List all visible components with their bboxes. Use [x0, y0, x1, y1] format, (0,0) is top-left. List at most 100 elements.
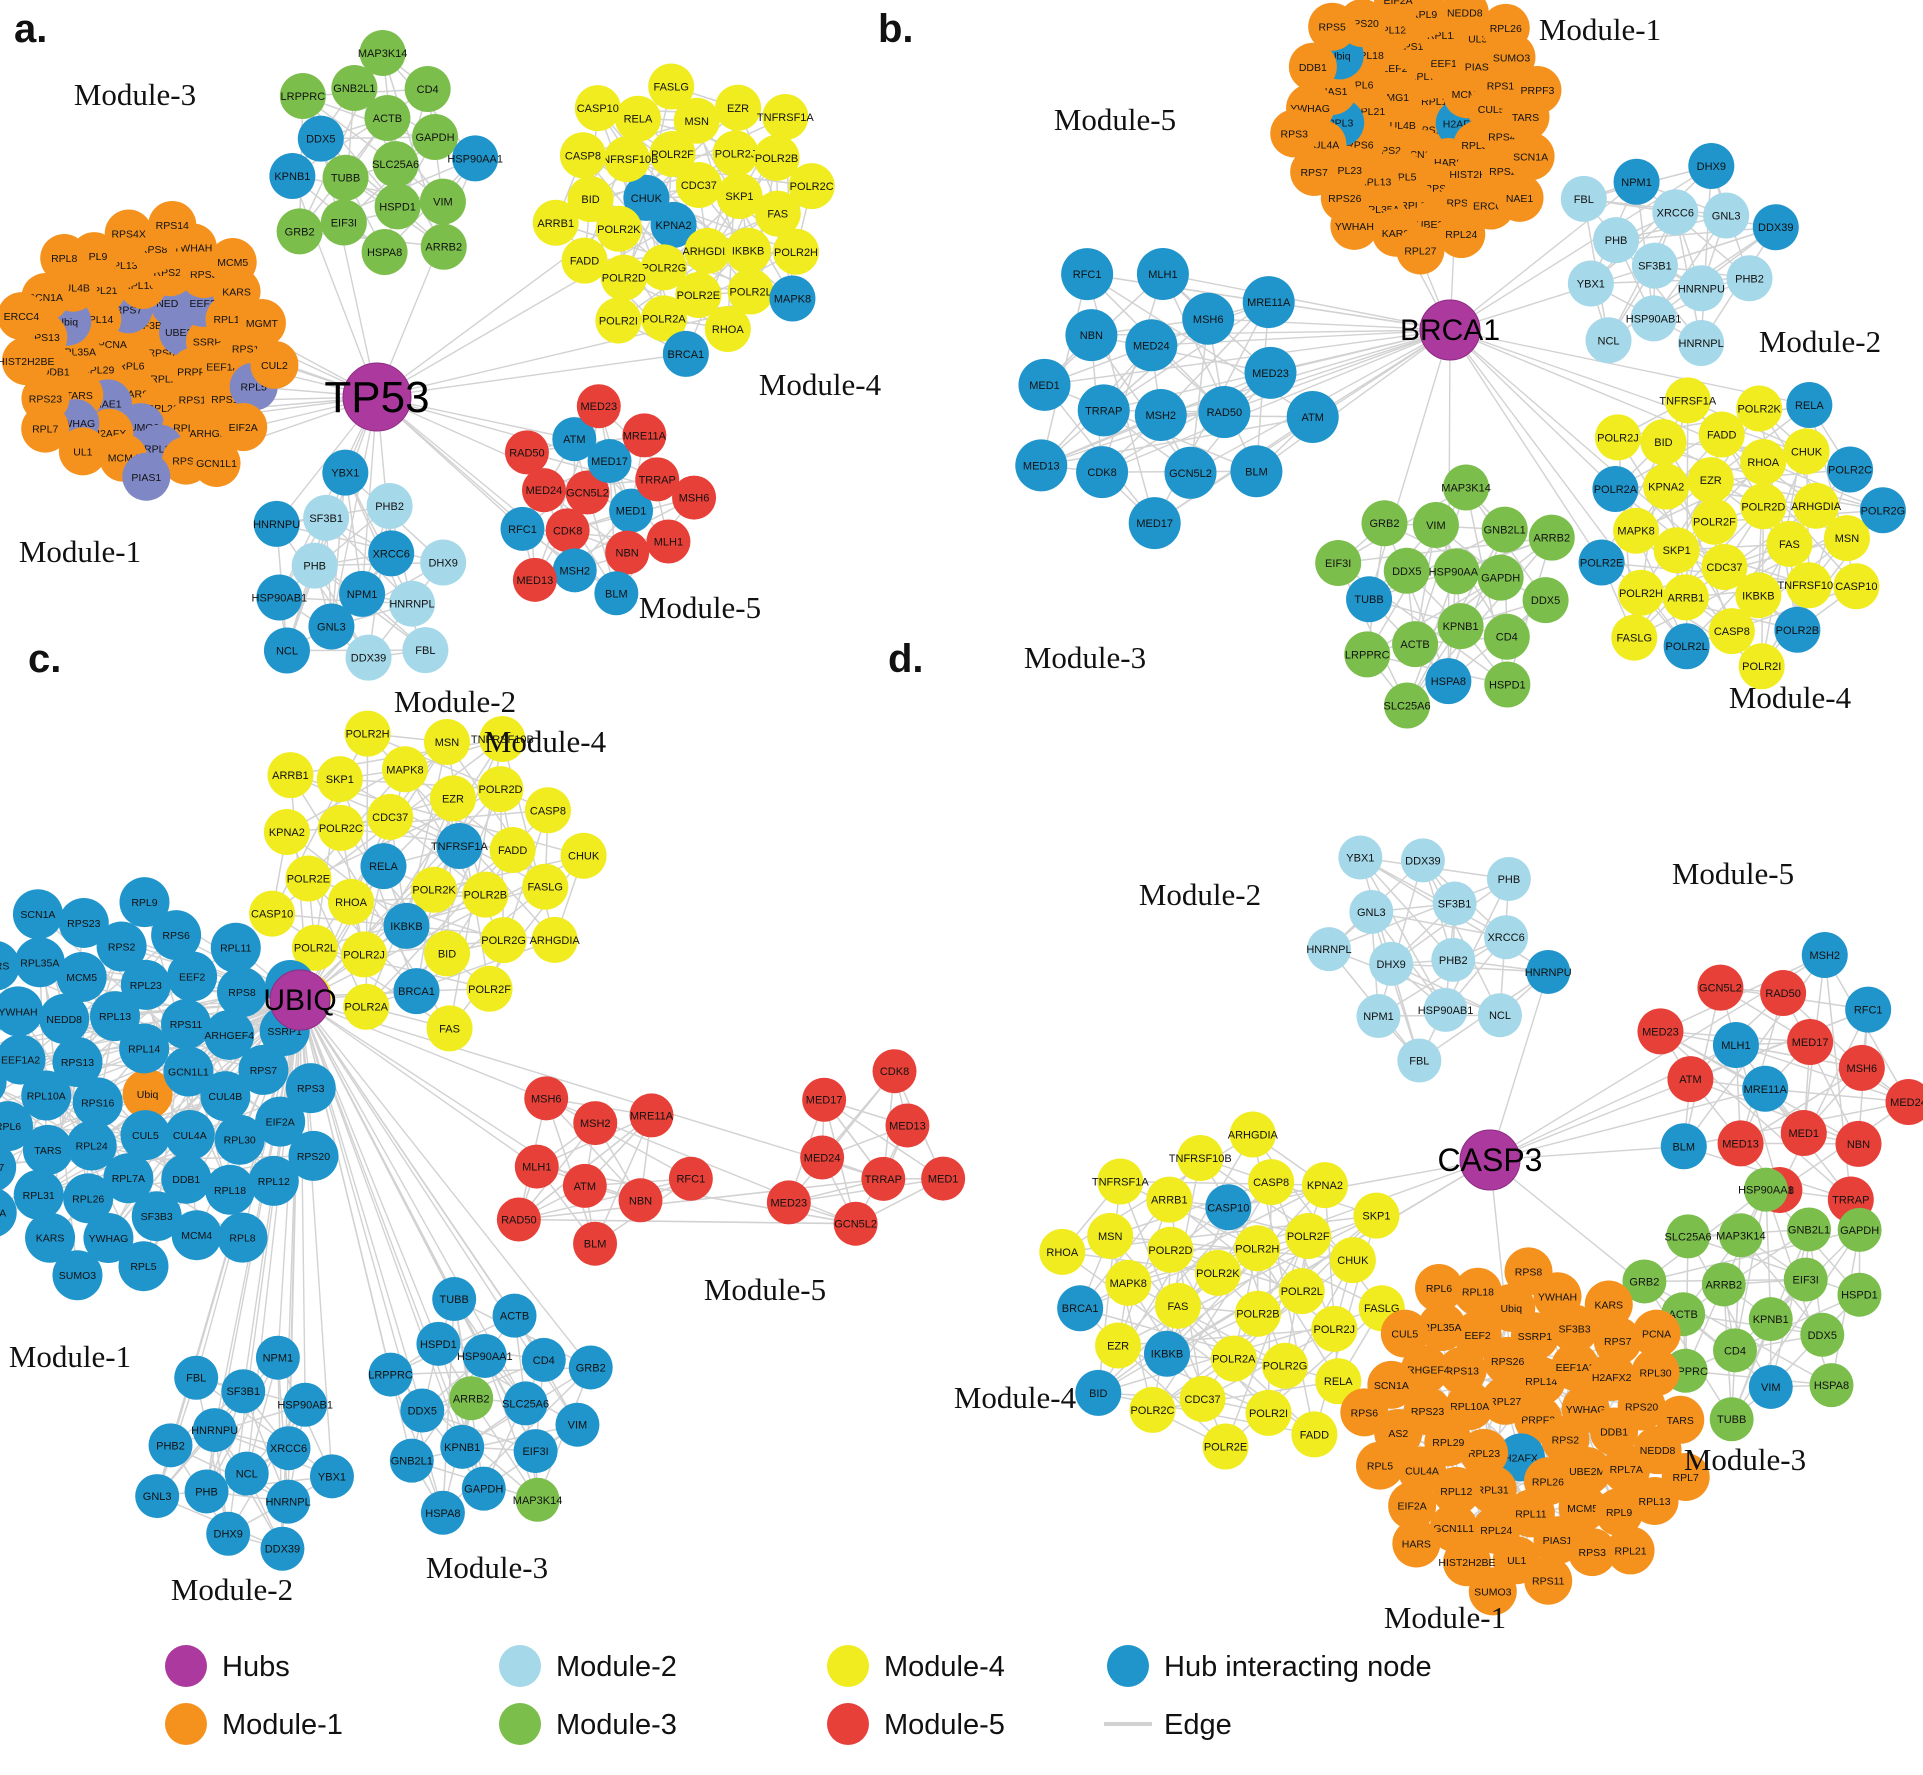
node-HSPA8	[420, 1490, 465, 1535]
node-label: RFC1	[1854, 1005, 1883, 1017]
node-label: UBE2M	[1569, 1466, 1605, 1478]
node-label: RELA	[624, 114, 653, 126]
edge	[1730, 1235, 1742, 1420]
node-label: POLR2K	[1737, 404, 1781, 416]
node-POLR2F	[1691, 498, 1738, 545]
node-label: MSN	[1098, 1231, 1123, 1243]
node-label: VIM	[433, 197, 453, 209]
node-ARHGDIA	[1793, 482, 1840, 529]
node-EEF1A2	[0, 1034, 46, 1085]
panel-letter-d: d.	[888, 637, 924, 681]
node-label: PRPF3	[1521, 1414, 1555, 1426]
node-label: KPNB1	[444, 1442, 480, 1454]
node-GAPDH	[1837, 1207, 1882, 1252]
node-MED24	[1125, 319, 1178, 372]
node-RPL18	[205, 1164, 256, 1215]
edge	[1368, 598, 1507, 638]
node-SF3B1	[221, 1369, 266, 1414]
node-label: PHB2	[375, 501, 404, 513]
node-label: ARRB1	[272, 770, 309, 782]
node-label: POLR2E	[677, 290, 720, 302]
node-ARHGDIA	[1229, 1111, 1276, 1158]
node-H2AFX2	[1587, 1352, 1636, 1401]
node-label: POLR2L	[1666, 641, 1708, 653]
node-label: CASP10	[251, 909, 293, 921]
node-label: EEF2	[1465, 1330, 1491, 1342]
node-DDX5	[1522, 577, 1569, 624]
edge	[308, 788, 502, 997]
node-label: CUL4B	[208, 1091, 242, 1103]
node-label: MLH1	[522, 1162, 551, 1174]
node-label: NEDD8	[46, 1014, 82, 1026]
node-BRCA1	[662, 330, 709, 377]
node-label: TUBB	[1354, 594, 1383, 606]
node-ATM	[1286, 390, 1339, 443]
node-NPM1	[1356, 994, 1401, 1039]
node-label: CASP8	[530, 805, 566, 817]
node-label: CDK8	[880, 1066, 909, 1078]
node-MAP3K14	[359, 29, 406, 76]
node-label: MAP3K14	[358, 48, 408, 60]
edge	[1360, 856, 1507, 938]
node-SLC25A6	[503, 1381, 548, 1426]
node-label: NBN	[1847, 1139, 1870, 1151]
node-label: RPL26	[1532, 1476, 1564, 1488]
node-label: FADD	[1707, 429, 1736, 441]
node-RPS7	[238, 1044, 289, 1095]
node-POLR2A	[1592, 466, 1639, 513]
node-POLR2C	[1129, 1386, 1176, 1433]
node-EZR	[429, 775, 476, 822]
node-HNRNPU	[1678, 265, 1725, 312]
node-RPS16	[72, 1077, 123, 1128]
node-label: RPL10A	[27, 1090, 66, 1102]
node-MAPK8	[769, 275, 816, 322]
node-label: GCN1L1	[1433, 1523, 1474, 1535]
node-label: HSPD1	[1841, 1290, 1878, 1302]
node-label: SUMO3	[59, 1270, 97, 1282]
node-label: POLR2K	[597, 224, 641, 236]
node-POLR2E	[1202, 1423, 1249, 1470]
node-RPL24	[1437, 210, 1486, 259]
node-DDB1	[1288, 42, 1337, 91]
node-label: GNL3	[143, 1491, 172, 1503]
node-DHX9	[1369, 941, 1414, 986]
node-KPNB1	[1748, 1297, 1793, 1342]
node-label: EEF1A2	[1, 1055, 40, 1067]
node-label: BLM	[1672, 1141, 1695, 1153]
node-ARRB2	[1701, 1262, 1746, 1307]
node-label: RPL6	[1426, 1283, 1452, 1295]
node-label: DDX5	[306, 134, 335, 146]
node-LRPPRC	[279, 73, 326, 120]
legend-label: Hub interacting node	[1164, 1651, 1432, 1683]
node-label: RPS14	[156, 220, 189, 232]
node-RPS23	[58, 897, 109, 948]
node-label: AS2	[1388, 1428, 1408, 1440]
node-RHOA	[1039, 1228, 1086, 1275]
node-GAPDH	[412, 113, 459, 160]
node-MSH2	[1801, 931, 1848, 978]
edge	[1449, 329, 1603, 563]
node-POLR2D	[1740, 483, 1787, 530]
node-SCN1A	[1506, 132, 1555, 181]
node-MAP3K14	[1718, 1213, 1763, 1258]
node-label: RFC1	[508, 524, 537, 536]
node-CASP10	[574, 85, 621, 132]
node-RPL21	[1606, 1526, 1655, 1575]
node-label: MED1	[928, 1174, 959, 1186]
node-RPL23	[120, 959, 171, 1010]
node-label: GCN5L2	[566, 487, 609, 499]
node-label: EIF2A	[1398, 1501, 1427, 1513]
legend-label: Module-2	[556, 1651, 677, 1683]
node-label: RPL11	[220, 943, 251, 955]
node-label: POLR2J	[715, 148, 757, 160]
node-HSPD1	[374, 183, 421, 230]
node-CD4	[1483, 613, 1530, 660]
edge	[1682, 1228, 1810, 1315]
node-KPNB1	[440, 1424, 485, 1469]
node-RPS14	[148, 200, 197, 249]
node-label: LRPPRC	[281, 91, 326, 103]
node-FBL	[1560, 175, 1607, 222]
module-label-module-2: Module-2	[1759, 324, 1881, 359]
node-MAP3K14	[515, 1477, 560, 1522]
node-label: RPL18	[1462, 1287, 1494, 1299]
